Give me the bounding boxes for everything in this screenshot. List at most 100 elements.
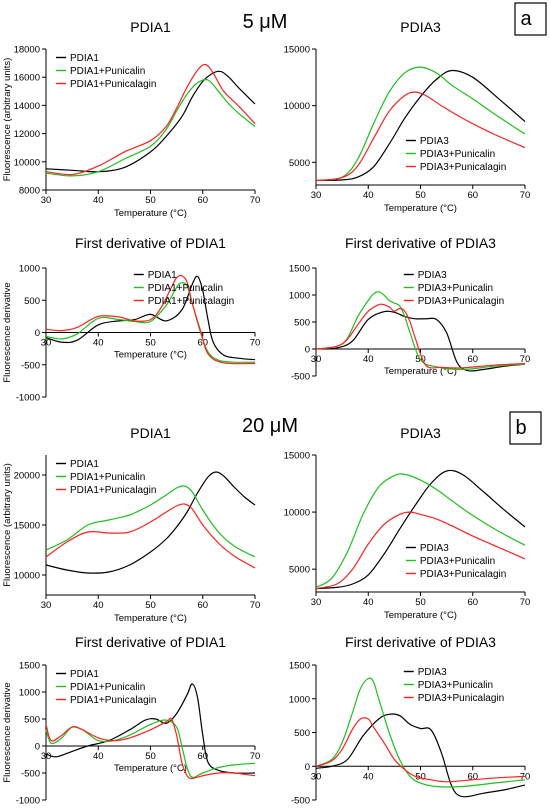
- chart-title: First derivative of PDIA3: [345, 634, 496, 650]
- x-axis-label: Temperature (°C): [384, 610, 457, 621]
- x-tick-label: 30: [41, 195, 52, 206]
- y-tick-label: 1000: [289, 291, 310, 302]
- y-axis-label: Fluorescence (arbitrary units): [2, 463, 13, 587]
- x-tick-label: 70: [520, 190, 531, 201]
- y-tick-label: 10000: [14, 571, 40, 582]
- x-tick-label: 50: [415, 597, 426, 608]
- x-axis-label: Temperature (°C): [114, 763, 187, 774]
- x-tick-label: 30: [311, 354, 322, 365]
- y-tick-label: 500: [294, 728, 310, 739]
- chart-title: First derivative of PDIA3: [345, 235, 496, 251]
- series-line-1: [45, 282, 256, 363]
- y-tick-label: 5000: [289, 158, 310, 169]
- y-tick-label: 1500: [289, 661, 310, 672]
- x-tick-label: 40: [93, 600, 104, 611]
- y-tick-label: 15000: [284, 45, 310, 56]
- x-axis-label: Temperature (°C): [384, 366, 457, 377]
- x-tick-label: 70: [520, 597, 531, 608]
- y-tick-label: -500: [291, 372, 310, 383]
- x-tick-label: 60: [467, 771, 478, 782]
- x-tick-label: 30: [311, 597, 322, 608]
- series-line-0: [45, 70, 256, 173]
- x-tick-label: 40: [93, 195, 104, 206]
- series-line-2: [315, 303, 526, 369]
- x-tick-label: 70: [250, 600, 261, 611]
- series-line-2: [315, 717, 526, 783]
- y-tick-label: 1000: [289, 694, 310, 705]
- x-tick-label: 70: [250, 195, 261, 206]
- chart-title: PDIA1: [130, 19, 171, 35]
- legend-label-0: PDIA3: [420, 543, 449, 554]
- y-tick-label: 20000: [14, 471, 40, 482]
- y-axis-label: Fluorescence derivative: [2, 282, 13, 382]
- x-tick-label: 70: [520, 354, 531, 365]
- x-tick-label: 60: [197, 195, 208, 206]
- x-tick-label: 50: [415, 771, 426, 782]
- series-line-2: [315, 511, 526, 590]
- x-tick-label: 40: [93, 338, 104, 349]
- series-line-0: [315, 713, 526, 798]
- y-tick-label: -500: [21, 769, 40, 780]
- legend-label-0: PDIA1: [148, 270, 177, 281]
- chart-7: First derivative of PDIA3 -500 0 500 1000 150…: [289, 634, 530, 807]
- legend-label-2: PDIA3+Punicalagin: [418, 693, 504, 704]
- legend-label-0: PDIA1: [70, 459, 99, 470]
- x-tick-label: 40: [93, 751, 104, 762]
- y-tick-label: 500: [24, 296, 40, 307]
- y-tick-label: 5000: [289, 565, 310, 576]
- y-tick-label: 1000: [19, 264, 40, 275]
- y-tick-label: -500: [291, 796, 310, 807]
- x-tick-label: 30: [41, 338, 52, 349]
- y-tick-label: 1000: [19, 688, 40, 699]
- x-tick-label: 60: [197, 600, 208, 611]
- series-line-1: [45, 78, 256, 177]
- series-line-2: [45, 717, 256, 780]
- y-tick-label: 500: [294, 318, 310, 329]
- x-tick-label: 40: [363, 190, 374, 201]
- chart-title: PDIA3: [400, 19, 441, 35]
- y-tick-label: 18000: [14, 45, 40, 56]
- series-line-2: [45, 503, 256, 569]
- series-line-2: [45, 274, 256, 365]
- y-tick-label: 0: [305, 762, 310, 773]
- legend-label-0: PDIA1: [70, 669, 99, 680]
- x-tick-label: 40: [363, 597, 374, 608]
- y-tick-label: 0: [35, 742, 40, 753]
- legend-label-1: PDIA3+Punicalin: [418, 283, 493, 294]
- y-axis-label: Fluorescence (arbitrary units): [2, 58, 13, 182]
- x-tick-label: 30: [41, 751, 52, 762]
- series-line-0: [315, 469, 526, 590]
- chart-4: PDIA1 10000 15000 20000 30 40 50 60 70 Temperatur…: [2, 425, 260, 624]
- x-tick-label: 50: [145, 338, 156, 349]
- series-line-1: [315, 473, 526, 588]
- panel-letter-box: [514, 2, 547, 36]
- series-line-1: [315, 66, 526, 182]
- x-tick-label: 40: [363, 771, 374, 782]
- series-line-2: [45, 63, 256, 176]
- legend-label-1: PDIA3+Punicalin: [420, 149, 495, 160]
- panel-letter-box: [509, 411, 542, 445]
- series-line-0: [45, 275, 256, 361]
- y-tick-label: -1000: [16, 393, 40, 404]
- x-axis-label: Temperature (°C): [114, 208, 187, 219]
- x-axis-label: Temperature (°C): [114, 613, 187, 624]
- legend-label-1: PDIA1+Punicalin: [148, 283, 223, 294]
- x-tick-label: 40: [363, 354, 374, 365]
- y-axis-label: Fluorescence derivative: [2, 682, 13, 782]
- x-tick-label: 60: [197, 338, 208, 349]
- panel-letter: b: [515, 417, 526, 439]
- series-line-0: [45, 471, 256, 574]
- chart-title: PDIA3: [400, 425, 441, 441]
- y-tick-label: 500: [24, 715, 40, 726]
- legend-label-2: PDIA1+Punicalagin: [148, 296, 234, 307]
- x-tick-label: 50: [145, 195, 156, 206]
- y-tick-label: 15000: [284, 451, 310, 462]
- chart-5: PDIA3 5000 10000 15000 30 40 50 60 70 Temperature…: [284, 425, 531, 621]
- x-tick-label: 60: [467, 597, 478, 608]
- series-line-1: [315, 677, 526, 788]
- legend-label-1: PDIA1+Punicalin: [70, 66, 145, 77]
- y-tick-label: 14000: [14, 101, 40, 112]
- chart-2: First derivative of PDIA1 -1000 -500 0 500 10…: [2, 235, 260, 404]
- x-tick-label: 60: [467, 354, 478, 365]
